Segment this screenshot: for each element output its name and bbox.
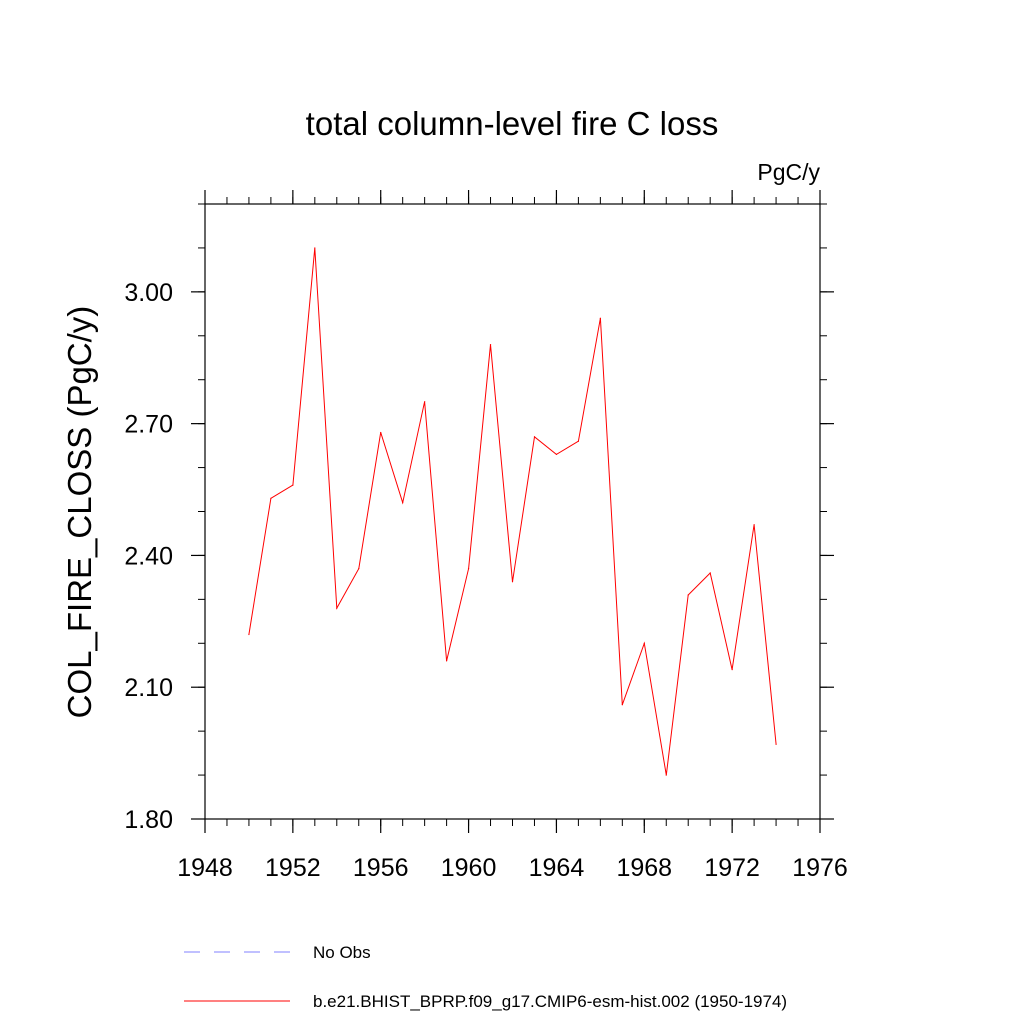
data-point bbox=[665, 774, 667, 776]
data-point bbox=[753, 524, 755, 526]
data-point bbox=[380, 431, 382, 434]
data-point bbox=[270, 497, 272, 499]
y-tick-label: 2.40 bbox=[124, 542, 173, 570]
data-point bbox=[709, 572, 711, 574]
x-tick-label: 1976 bbox=[792, 854, 848, 882]
y-tick-label: 2.10 bbox=[124, 674, 173, 702]
x-tick-label: 1956 bbox=[353, 854, 409, 882]
data-point bbox=[402, 502, 404, 504]
series-line bbox=[248, 247, 777, 776]
data-point bbox=[446, 660, 448, 662]
y-tick-label: 2.70 bbox=[124, 411, 173, 439]
x-tick-label: 1948 bbox=[177, 854, 233, 882]
x-tick-label: 1968 bbox=[616, 854, 672, 882]
data-point bbox=[621, 704, 623, 706]
y-axis-label: COL_FIRE_CLOSS (PgC/y) bbox=[61, 306, 98, 719]
data-point bbox=[467, 568, 470, 570]
plot-area: 1948 1952 1956 1960 1964 1968 1972 1976 1.80 2.10… bbox=[124, 190, 848, 882]
data-point bbox=[511, 581, 514, 583]
x-tick-label: 1960 bbox=[441, 854, 497, 882]
x-tick-label: 1964 bbox=[529, 854, 585, 882]
y-tick-label: 3.00 bbox=[124, 279, 173, 307]
data-point bbox=[643, 642, 645, 644]
legend-label: b.e21.BHIST_BPRP.f09_g17.CMIP6-esm-hist.… bbox=[313, 992, 787, 1011]
data-point bbox=[599, 317, 601, 319]
units-label: PgC/y bbox=[757, 159, 820, 185]
data-point bbox=[687, 594, 689, 596]
data-point bbox=[314, 247, 316, 249]
data-point bbox=[248, 633, 250, 636]
data-point bbox=[336, 607, 338, 609]
data-point bbox=[489, 343, 492, 346]
legend-label: No Obs bbox=[313, 943, 371, 962]
y-tick-label: 1.80 bbox=[124, 806, 173, 834]
x-tick-label: 1972 bbox=[704, 854, 760, 882]
data-point bbox=[358, 568, 360, 570]
x-tick-label: 1952 bbox=[265, 854, 321, 882]
data-point bbox=[731, 669, 733, 671]
data-point bbox=[577, 440, 579, 442]
chart-title: total column-level fire C loss bbox=[306, 105, 719, 142]
legend: No Obs b.e21.BHIST_BPRP.f09_g17.CMIP6-esm… bbox=[184, 943, 787, 1011]
data-point bbox=[555, 453, 558, 455]
data-point bbox=[533, 436, 536, 438]
data-point bbox=[292, 484, 294, 486]
plot-frame bbox=[204, 203, 821, 820]
data-point bbox=[424, 401, 426, 403]
data-point bbox=[775, 743, 777, 745]
